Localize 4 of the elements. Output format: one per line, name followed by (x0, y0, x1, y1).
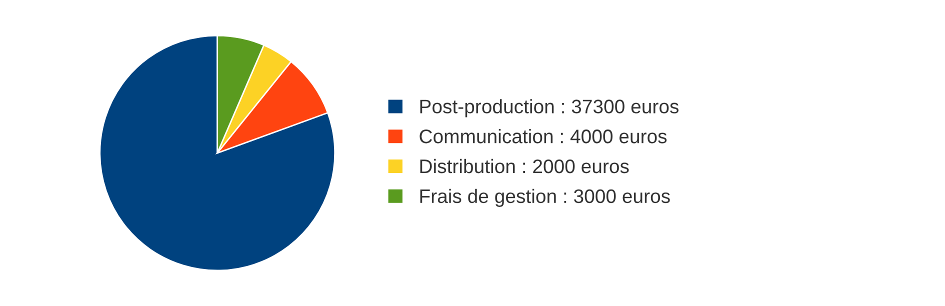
legend-label: Distribution : 2000 euros (420, 158, 629, 174)
legend-label: Communication : 4000 euros (420, 129, 667, 144)
legend-label: Frais de gestion : 3000 euros (420, 188, 670, 207)
legend-label: Post-production : 37300 euros (420, 99, 679, 118)
